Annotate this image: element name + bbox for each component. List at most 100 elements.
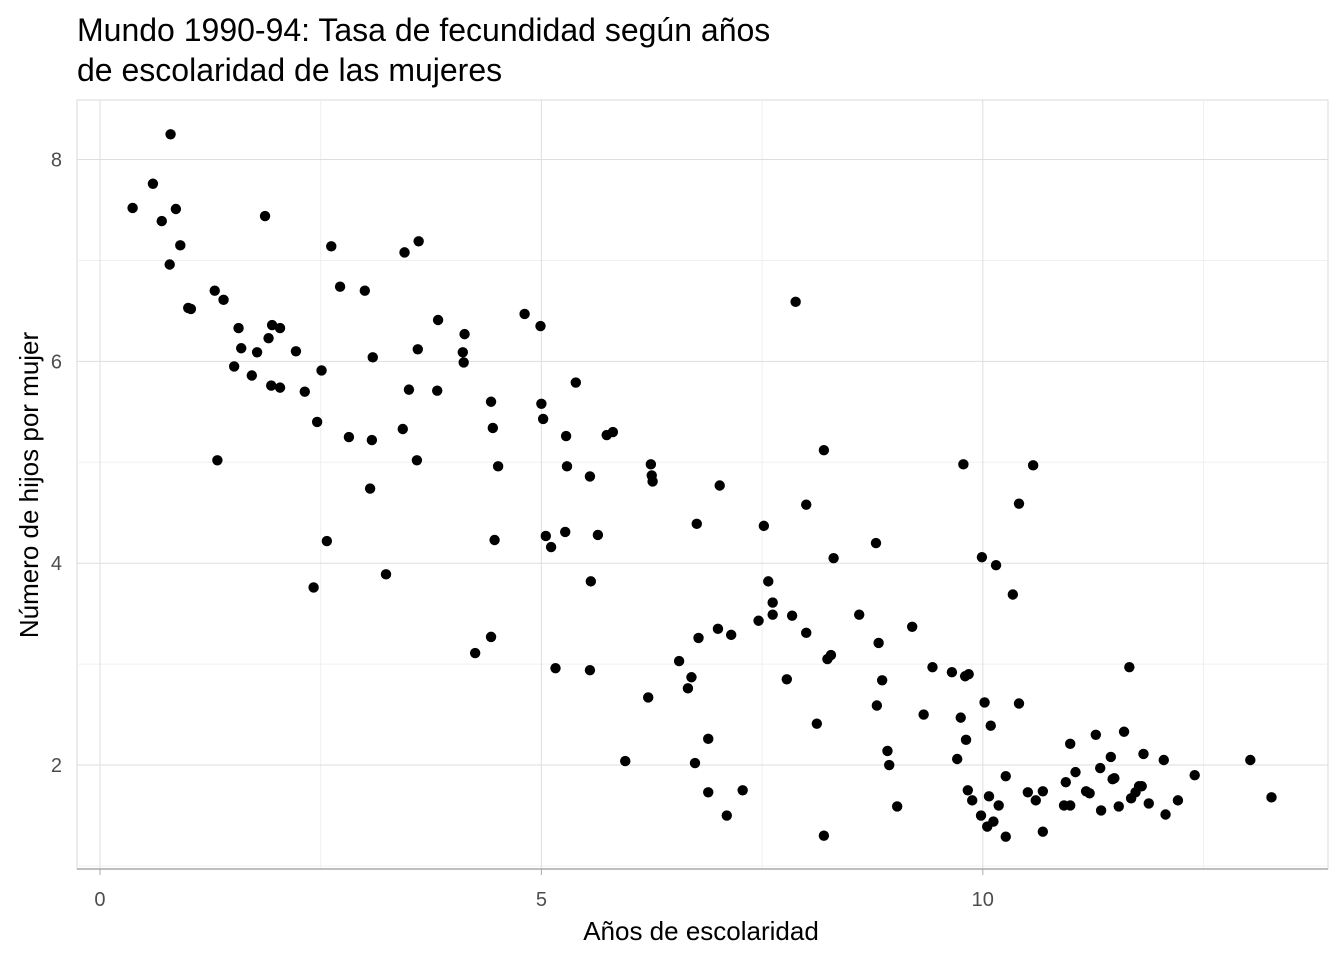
- point: [1013, 498, 1025, 509]
- y-tick-label: 6: [51, 351, 62, 373]
- point: [1143, 798, 1154, 809]
- point: [983, 791, 995, 802]
- point: [411, 455, 423, 466]
- point: [620, 755, 631, 767]
- point: [607, 426, 619, 438]
- point: [825, 649, 837, 661]
- point: [311, 416, 323, 428]
- point: [952, 753, 963, 765]
- point: [753, 615, 764, 626]
- point: [164, 259, 175, 270]
- point: [891, 801, 903, 812]
- point: [1022, 787, 1034, 798]
- point: [1037, 826, 1049, 837]
- point: [485, 396, 497, 407]
- point: [1136, 781, 1147, 792]
- point: [1000, 831, 1011, 842]
- point: [316, 365, 327, 376]
- point: [763, 576, 774, 587]
- point: [236, 343, 247, 354]
- point: [1013, 698, 1025, 709]
- point: [876, 675, 888, 686]
- point: [781, 674, 793, 685]
- point: [343, 431, 355, 443]
- point: [1138, 748, 1149, 760]
- point: [458, 357, 469, 368]
- point: [359, 285, 371, 296]
- point: [1109, 772, 1120, 784]
- point: [647, 476, 658, 487]
- point: [536, 398, 547, 409]
- point: [1245, 754, 1256, 766]
- point: [127, 202, 138, 214]
- point: [185, 303, 197, 315]
- y-axis-title: Número de hijos por mujer: [14, 331, 44, 638]
- point: [485, 631, 497, 643]
- point: [251, 347, 263, 358]
- point: [818, 444, 830, 456]
- point: [818, 830, 830, 841]
- point: [686, 672, 697, 683]
- point: [403, 384, 415, 395]
- point: [673, 655, 685, 667]
- point: [175, 240, 186, 251]
- point: [801, 499, 812, 510]
- point: [786, 610, 798, 621]
- point: [1124, 661, 1135, 673]
- point: [1070, 766, 1081, 778]
- x-axis-title: Años de escolaridad: [583, 916, 819, 946]
- point: [367, 352, 378, 363]
- point: [308, 582, 319, 593]
- point: [801, 627, 812, 639]
- point: [1105, 751, 1117, 763]
- point: [550, 662, 561, 674]
- point: [882, 745, 893, 757]
- y-tick-label: 8: [51, 150, 62, 172]
- point: [990, 560, 1002, 571]
- point: [228, 361, 240, 372]
- point: [1030, 795, 1041, 806]
- y-tick-label: 2: [51, 755, 62, 777]
- point: [703, 733, 714, 745]
- point: [682, 683, 694, 694]
- y-tick-label: 4: [51, 553, 62, 575]
- point: [871, 700, 883, 711]
- point: [1095, 805, 1107, 816]
- point: [873, 637, 884, 649]
- point: [854, 609, 865, 620]
- point: [259, 210, 271, 222]
- point: [1060, 777, 1071, 788]
- point: [380, 569, 392, 580]
- point: [457, 347, 469, 358]
- point: [545, 541, 557, 553]
- point: [643, 692, 654, 703]
- point: [537, 413, 549, 425]
- point: [489, 534, 500, 546]
- point: [519, 308, 530, 320]
- point: [645, 459, 657, 470]
- point: [975, 810, 987, 821]
- point: [960, 734, 972, 746]
- point: [1266, 792, 1277, 803]
- point: [714, 480, 725, 491]
- point: [147, 178, 159, 189]
- point: [397, 423, 408, 435]
- point: [1027, 460, 1039, 471]
- x-tick-label: 0: [94, 889, 105, 911]
- point: [979, 697, 990, 708]
- point: [535, 320, 546, 332]
- point: [712, 623, 724, 635]
- point: [1007, 589, 1019, 600]
- point: [703, 787, 714, 798]
- point: [432, 314, 444, 326]
- point: [560, 526, 571, 538]
- point: [1158, 754, 1169, 766]
- point: [689, 757, 701, 769]
- point: [561, 461, 573, 472]
- point: [985, 720, 996, 731]
- point: [233, 322, 244, 334]
- point: [290, 346, 302, 357]
- point: [321, 535, 333, 547]
- point: [721, 810, 732, 821]
